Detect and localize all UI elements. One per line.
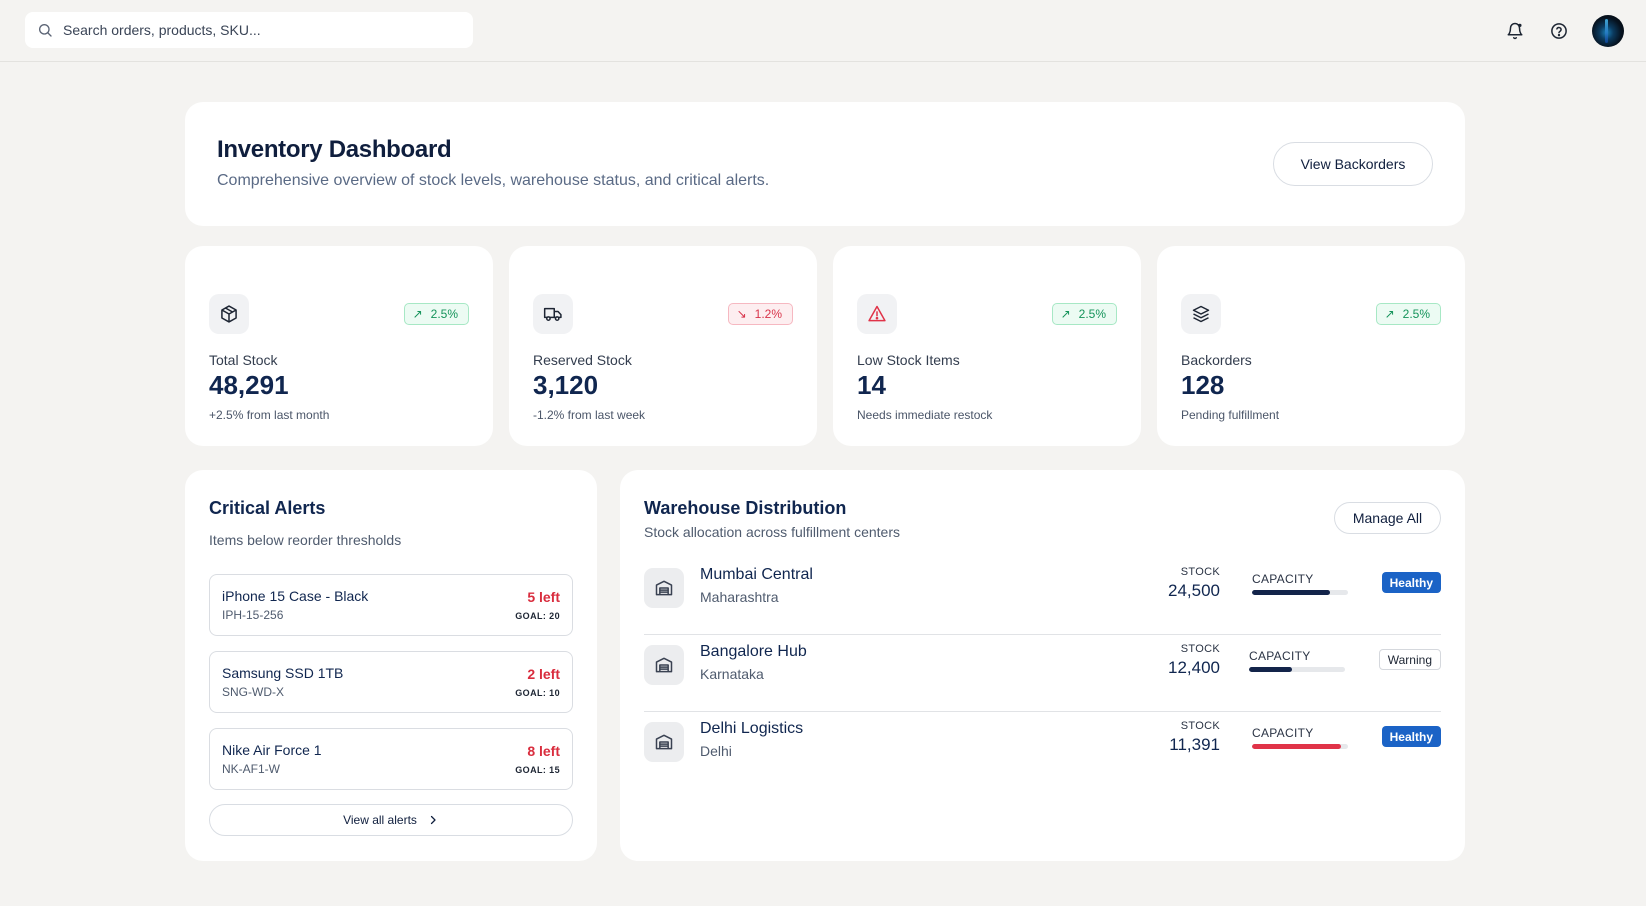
stat-card-low-stock: ↗ 2.5% Low Stock Items 14 Needs immediate… [833, 246, 1141, 446]
warehouse-distribution-panel: Warehouse Distribution Stock allocation … [620, 470, 1465, 861]
stat-value: 14 [857, 370, 886, 400]
stat-note: Needs immediate restock [857, 408, 993, 422]
stat-card-total-stock: ↗ 2.5% Total Stock 48,291 +2.5% from last… [185, 246, 493, 446]
warehouse-row[interactable]: Mumbai Central Maharashtra STOCK 24,500 … [644, 558, 1441, 635]
help-button[interactable] [1542, 14, 1576, 48]
top-bar [0, 0, 1646, 62]
manage-all-button[interactable]: Manage All [1334, 502, 1441, 534]
arrow-up-right-icon: ↗ [1060, 307, 1071, 321]
trend-badge: ↗ 2.5% [403, 303, 469, 325]
user-avatar[interactable] [1592, 15, 1624, 47]
search-box[interactable] [25, 12, 473, 48]
alert-item[interactable]: Samsung SSD 1TB SNG-WD-X 2 left GOAL: 10 [209, 651, 573, 713]
layers-icon [1192, 305, 1210, 323]
notifications-button[interactable] [1498, 14, 1532, 48]
stat-note: +2.5% from last month [209, 408, 330, 422]
page-title: Inventory Dashboard [217, 136, 452, 163]
arrow-up-right-icon: ↗ [412, 307, 423, 321]
chevron-right-icon [430, 815, 436, 825]
dashboard-header: Inventory Dashboard Comprehensive overvi… [185, 102, 1465, 226]
stat-card-reserved-stock: ↘ 1.2% Reserved Stock 3,120 -1.2% from la… [509, 246, 817, 446]
stat-note: -1.2% from last week [533, 408, 646, 422]
view-all-alerts-button[interactable]: View all alerts [209, 804, 573, 836]
alert-item[interactable]: Nike Air Force 1 NK-AF1-W 8 left GOAL: 1… [209, 728, 573, 790]
search-icon [39, 24, 52, 37]
status-badge: Warning [1378, 649, 1441, 670]
bell-icon [1507, 22, 1523, 40]
alert-item[interactable]: iPhone 15 Case - Black IPH-15-256 5 left… [209, 574, 573, 636]
trend-badge: ↘ 1.2% [727, 303, 793, 325]
capacity-bar [1249, 667, 1345, 672]
stat-note: Pending fulfillment [1181, 408, 1280, 422]
page-subtitle: Comprehensive overview of stock levels, … [217, 172, 770, 189]
warehouse-icon [655, 580, 673, 596]
alerts-title: Critical Alerts [209, 498, 326, 518]
warehouse-row[interactable]: Bangalore Hub Karnataka STOCK 12,400 CAP… [644, 635, 1441, 712]
trend-badge: ↗ 2.5% [1375, 303, 1441, 325]
capacity-fill [1249, 667, 1293, 672]
stat-value: 128 [1181, 370, 1225, 400]
capacity-bar [1252, 744, 1348, 749]
critical-alerts-panel: Critical Alerts Items below reorder thre… [185, 470, 597, 861]
capacity-fill [1252, 744, 1342, 749]
warehouse-icon [655, 657, 673, 673]
stat-label: Total Stock [209, 352, 278, 368]
trend-badge: ↗ 2.5% [1051, 303, 1117, 325]
stat-label: Low Stock Items [857, 352, 960, 368]
truck-icon [543, 307, 562, 321]
stat-value: 3,120 [533, 370, 599, 400]
warehouse-icon [655, 734, 673, 750]
stat-label: Reserved Stock [533, 352, 632, 368]
warning-triangle-icon [868, 305, 886, 322]
stat-card-backorders: ↗ 2.5% Backorders 128 Pending fulfillment [1157, 246, 1465, 446]
warehouse-title: Warehouse Distribution [644, 498, 847, 518]
status-badge: Healthy [1381, 726, 1441, 747]
status-badge: Healthy [1381, 572, 1441, 593]
stat-label: Backorders [1181, 352, 1252, 368]
box-icon [221, 305, 237, 323]
warehouse-subtitle: Stock allocation across fulfillment cent… [644, 524, 900, 540]
alerts-subtitle: Items below reorder thresholds [209, 532, 402, 548]
search-input[interactable] [63, 22, 443, 38]
stat-value: 48,291 [209, 370, 289, 400]
arrow-up-right-icon: ↗ [1384, 307, 1395, 321]
help-icon [1551, 23, 1567, 39]
arrow-down-right-icon: ↘ [736, 307, 747, 321]
capacity-bar [1252, 590, 1348, 595]
warehouse-row[interactable]: Delhi Logistics Delhi STOCK 11,391 CAPAC… [644, 712, 1441, 789]
capacity-fill [1252, 590, 1330, 595]
view-backorders-button[interactable]: View Backorders [1273, 142, 1433, 186]
